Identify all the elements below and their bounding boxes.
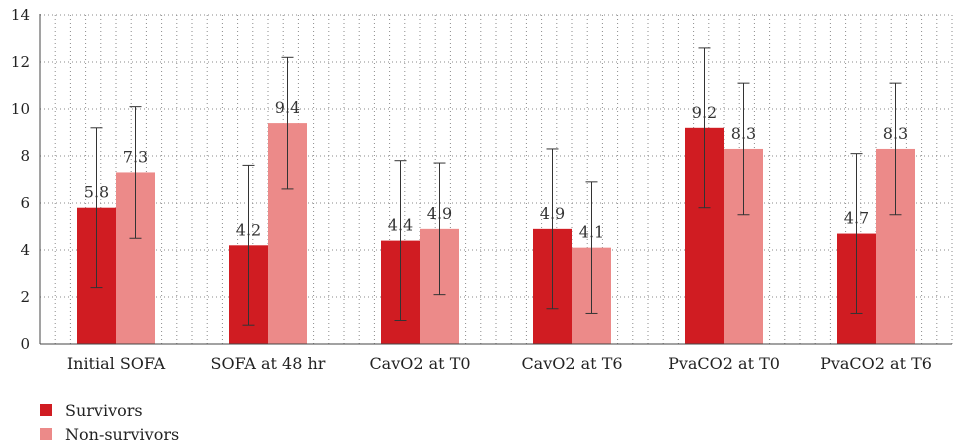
legend-label-non-survivors: Non-survivors	[65, 424, 180, 444]
data-label: 4.1	[579, 223, 604, 242]
bar-chart: 5.8 4.2 4.4 4.9 9.2 4.7 7.3 9.4 4.9 4.1 8.3 8.3 0 2 4…	[11, 6, 953, 373]
data-label: 4.7	[844, 209, 869, 228]
data-label: 9.2	[692, 103, 717, 122]
y-tick-label: 14	[11, 6, 30, 24]
data-label: 4.9	[427, 204, 452, 223]
legend-label-survivors: Survivors	[65, 400, 143, 420]
error-bars	[90, 47, 902, 326]
y-tick-label: 10	[11, 100, 30, 118]
data-label: 9.4	[275, 98, 300, 117]
axes	[39, 14, 952, 345]
legend-swatch-survivors	[40, 404, 52, 416]
legend: Survivors Non-survivors	[40, 398, 179, 446]
x-tick-label: SOFA at 48 hr	[211, 354, 326, 373]
y-tick-label: 2	[20, 288, 30, 306]
y-tick-labels: 0 2 4 6 8 10 12 14	[11, 6, 30, 353]
data-label: 7.3	[123, 147, 148, 166]
data-label: 8.3	[883, 124, 908, 143]
data-label: 4.9	[540, 204, 565, 223]
x-tick-label: PvaCO2 at T6	[820, 354, 932, 373]
x-tick-label: CavO2 at T0	[369, 354, 470, 373]
bars	[77, 123, 915, 344]
x-tick-labels: Initial SOFA SOFA at 48 hr CavO2 at T0 CavO…	[67, 354, 932, 373]
legend-swatch-non-survivors	[40, 428, 52, 440]
x-tick-label: PvaCO2 at T0	[668, 354, 780, 373]
x-tick-label: CavO2 at T6	[521, 354, 622, 373]
legend-item-non-survivors: Non-survivors	[40, 422, 179, 446]
data-label: 4.4	[388, 216, 413, 235]
grid-lines	[40, 14, 953, 344]
legend-item-survivors: Survivors	[40, 398, 179, 422]
data-label: 8.3	[731, 124, 756, 143]
y-tick-label: 8	[20, 147, 30, 165]
y-tick-label: 12	[11, 53, 30, 71]
data-label: 4.2	[236, 220, 261, 239]
x-tick-label: Initial SOFA	[67, 354, 166, 373]
y-tick-label: 6	[20, 194, 30, 212]
y-tick-label: 4	[20, 241, 30, 259]
data-label: 5.8	[84, 183, 109, 202]
data-labels: 5.8 4.2 4.4 4.9 9.2 4.7 7.3 9.4 4.9 4.1 8.3 8.3	[84, 98, 908, 242]
y-tick-label: 0	[20, 335, 30, 353]
